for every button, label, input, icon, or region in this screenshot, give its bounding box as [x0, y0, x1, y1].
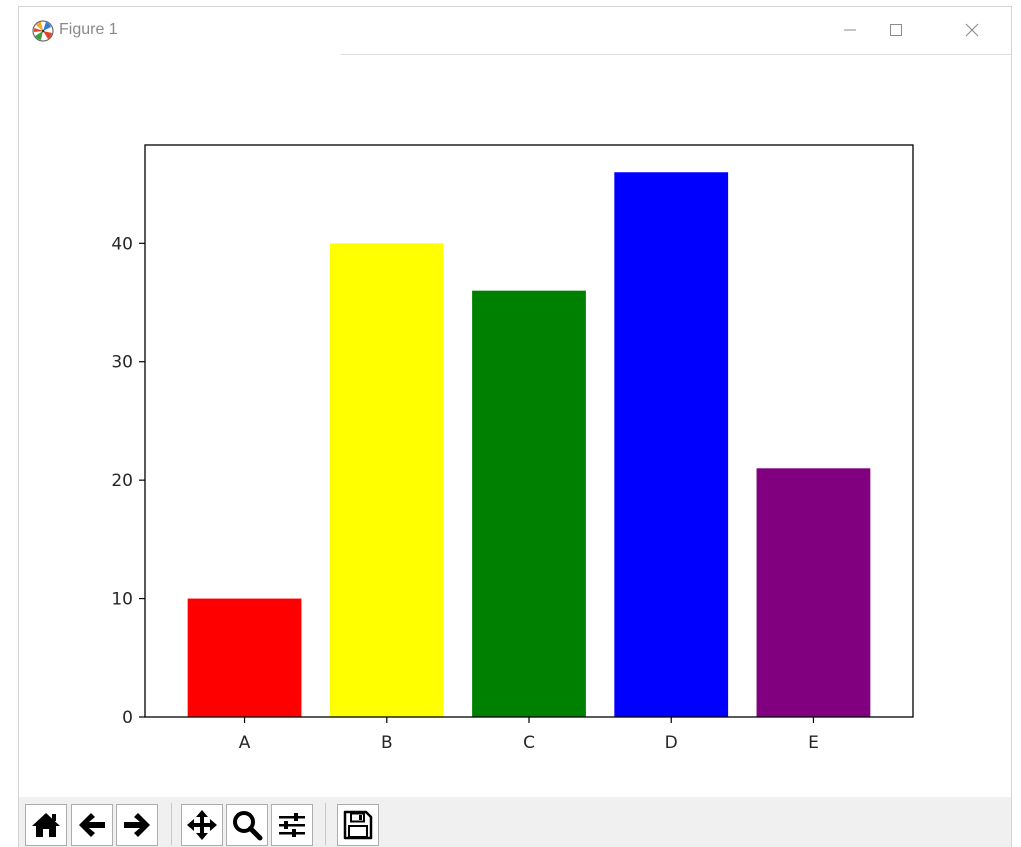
toolbar-separator	[325, 803, 326, 845]
x-tick-label: A	[239, 733, 251, 753]
figure-window: Figure 1 0 10 20 30 40	[18, 6, 1012, 847]
pan-button[interactable]	[181, 804, 223, 846]
maximize-button[interactable]	[873, 7, 919, 53]
bar-c	[472, 290, 586, 717]
title-bar[interactable]: Figure 1	[19, 7, 1011, 55]
back-button[interactable]	[71, 804, 113, 846]
home-icon	[32, 813, 60, 837]
y-tick-label: 40	[111, 234, 133, 254]
bar-e	[756, 468, 871, 717]
y-axis: 0 10 20 30 40	[111, 234, 145, 728]
floppy-disk-icon	[343, 810, 373, 840]
navigation-toolbar	[19, 797, 1011, 847]
close-icon	[965, 23, 979, 37]
arrow-right-icon	[124, 813, 150, 837]
x-tick-label: E	[808, 733, 819, 753]
move-icon	[187, 810, 217, 840]
title-bar-divider	[341, 54, 1011, 55]
x-axis: A B C D E	[239, 717, 819, 753]
zoom-button[interactable]	[226, 804, 268, 846]
maximize-icon	[890, 24, 902, 36]
y-tick-label: 10	[111, 590, 133, 610]
x-tick-label: B	[381, 733, 393, 753]
bar-b	[329, 243, 444, 717]
save-button[interactable]	[337, 804, 379, 846]
bar-a	[187, 598, 302, 717]
matplotlib-logo-icon	[32, 20, 54, 42]
x-tick-label: C	[523, 733, 535, 753]
forward-button[interactable]	[116, 804, 158, 846]
bars-layer	[187, 172, 871, 717]
y-tick-label: 20	[111, 471, 133, 491]
figure-canvas[interactable]: 0 10 20 30 40 A B C D E	[19, 55, 1011, 797]
y-tick-label: 0	[122, 708, 133, 728]
magnifier-icon	[233, 811, 263, 841]
close-button[interactable]	[949, 7, 995, 53]
x-tick-label: D	[665, 733, 678, 753]
window-title: Figure 1	[59, 21, 118, 38]
bar-chart: 0 10 20 30 40 A B C D E	[111, 144, 914, 753]
arrow-left-icon	[79, 813, 105, 837]
bar-d	[614, 172, 729, 717]
minimize-icon	[844, 29, 856, 31]
sliders-icon	[279, 813, 305, 837]
minimize-button[interactable]	[827, 7, 873, 53]
home-button[interactable]	[25, 804, 67, 846]
toolbar-separator	[171, 803, 172, 845]
configure-subplots-button[interactable]	[271, 804, 313, 846]
axes-frame	[144, 144, 914, 718]
y-tick-label: 30	[111, 353, 133, 373]
